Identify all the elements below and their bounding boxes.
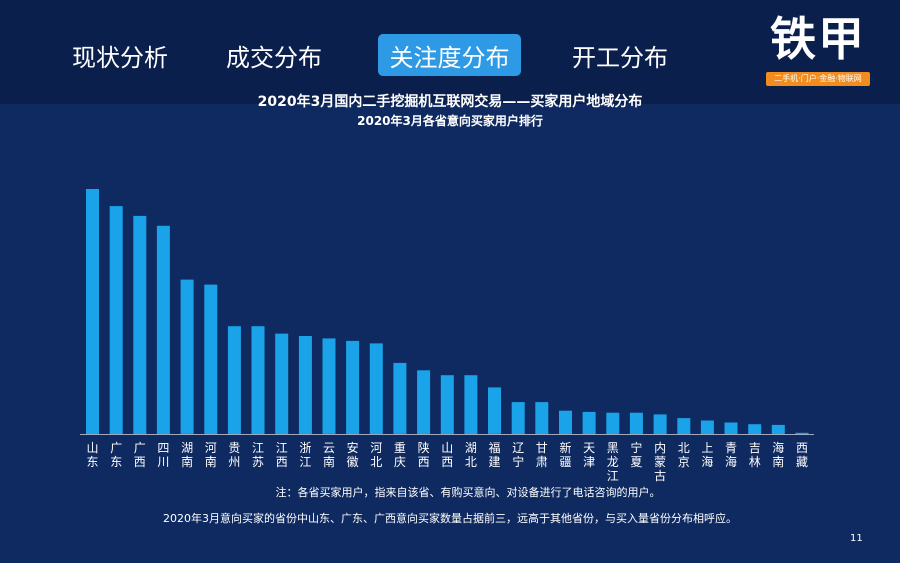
x-tick-label: 天津 xyxy=(583,441,595,469)
bar-宁夏 xyxy=(629,412,643,434)
bar-山东 xyxy=(86,189,99,434)
chart-title: 2020年3月国内二手挖掘机互联网交易——买家用户地域分布 xyxy=(257,94,643,110)
bar-福建 xyxy=(488,387,501,434)
bar-贵州 xyxy=(227,326,241,434)
x-tick-label: 广东 xyxy=(110,441,122,469)
x-tick-label: 辽宁 xyxy=(512,441,524,469)
bar-上海 xyxy=(700,420,714,434)
bar-山西 xyxy=(440,375,454,434)
bar-湖北 xyxy=(464,375,478,434)
bar-云南 xyxy=(322,338,336,434)
bar-吉林 xyxy=(748,424,762,434)
x-tick-label: 湖南 xyxy=(181,440,193,469)
x-tick-label: 黑龙江 xyxy=(607,441,619,483)
bar-甘肃 xyxy=(535,402,549,434)
x-tick-label: 新疆 xyxy=(559,440,571,469)
x-tick-label: 北京 xyxy=(678,441,690,469)
bar-重庆 xyxy=(393,362,407,434)
bar-浙江 xyxy=(298,336,312,434)
x-tick-label: 湖北 xyxy=(465,440,477,469)
x-tick-label: 贵州 xyxy=(228,441,240,469)
footnote: 注：各省买家用户，指来自该省、有购买意向、对设备进行了电话咨询的用户。 xyxy=(275,486,661,499)
bar-陕西 xyxy=(417,370,431,434)
x-tick-label: 云南 xyxy=(323,441,335,469)
x-tick-label: 海南 xyxy=(772,440,784,469)
x-tick-label: 安徽 xyxy=(347,440,359,469)
bar-北京 xyxy=(677,418,691,434)
bar-四川 xyxy=(156,225,170,435)
x-tick-label: 四川 xyxy=(157,441,169,469)
bar-河南 xyxy=(204,284,218,434)
tab-status-analysis[interactable]: 现状分析 xyxy=(72,43,168,72)
x-tick-label: 江西 xyxy=(276,441,288,469)
bar-湖南 xyxy=(180,279,194,434)
x-tick-label: 西藏 xyxy=(796,441,808,469)
x-tick-label: 山西 xyxy=(441,441,453,469)
x-tick-label: 上海 xyxy=(701,441,713,469)
bar-天津 xyxy=(582,411,596,434)
x-tick-label: 江苏 xyxy=(252,441,264,469)
x-tick-label: 河南 xyxy=(205,441,217,469)
x-tick-label: 浙江 xyxy=(299,441,311,469)
page-number: 11 xyxy=(850,533,863,544)
logo-text: 铁甲 xyxy=(770,12,866,66)
x-tick-label: 河北 xyxy=(370,441,382,469)
bar-江西 xyxy=(275,333,289,434)
bar-河北 xyxy=(369,343,383,435)
bar-内蒙古 xyxy=(653,414,667,434)
tab-attention-distribution[interactable]: 关注度分布 xyxy=(378,34,521,76)
x-tick-label: 宁夏 xyxy=(630,440,642,469)
logo-tagline: 二手机·门户·金融·物联网 xyxy=(766,72,870,86)
chart-subtitle: 2020年3月各省意向买家用户排行 xyxy=(357,114,543,128)
x-tick-label: 青海 xyxy=(725,441,737,469)
x-tick-label: 福建 xyxy=(488,440,500,469)
x-tick-label: 吉林 xyxy=(749,441,761,469)
bar-海南 xyxy=(771,424,785,434)
bar-黑龙江 xyxy=(606,412,620,434)
bar-新疆 xyxy=(559,410,572,434)
bar-青海 xyxy=(724,422,738,434)
bar-辽宁 xyxy=(511,402,525,434)
brand-logo: 铁甲 二手机·门户·金融·物联网 xyxy=(762,8,874,88)
x-tick-label: 陕西 xyxy=(418,440,430,469)
x-tick-label: 内蒙古 xyxy=(654,441,666,483)
bar-西藏 xyxy=(795,432,809,434)
x-tick-label: 广西 xyxy=(134,441,146,469)
x-tick-label: 甘肃 xyxy=(536,441,548,469)
x-tick-label: 重庆 xyxy=(394,441,406,469)
tab-deal-distribution[interactable]: 成交分布 xyxy=(226,43,322,72)
summary-text: 2020年3月意向买家的省份中山东、广东、广西意向买家数量占据前三，远高于其他省… xyxy=(163,512,737,525)
bar-安徽 xyxy=(346,340,360,434)
x-tick-label: 山东 xyxy=(86,441,98,469)
bar-广西 xyxy=(133,215,147,434)
tab-operation-distribution[interactable]: 开工分布 xyxy=(572,43,668,72)
bar-广东 xyxy=(109,206,123,434)
bar-江苏 xyxy=(251,326,265,434)
